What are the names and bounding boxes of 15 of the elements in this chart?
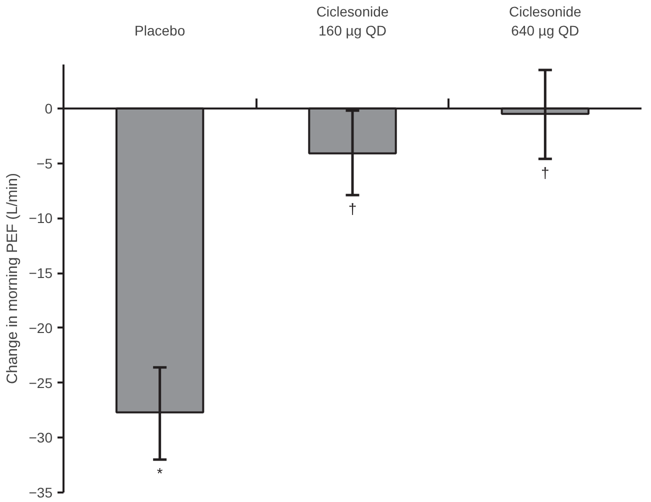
- annotation: †: [348, 201, 357, 218]
- x-tick-label: Placebo: [134, 22, 186, 38]
- y-tick-label: −20: [28, 320, 53, 336]
- y-tick-label: −15: [28, 265, 53, 282]
- y-tick-label: −10: [28, 210, 53, 226]
- y-axis-title: Change in morning PEF (L/min): [4, 173, 21, 384]
- annotation: †: [540, 164, 550, 182]
- y-tick-label: −30: [28, 430, 53, 446]
- y-tick-label: 0: [44, 100, 53, 116]
- y-tick-label: −25: [28, 374, 53, 391]
- y-tick-label: −35: [28, 484, 53, 500]
- annotation: *: [156, 466, 163, 483]
- x-tick-label: Ciclesonide 160 µg QD: [316, 3, 389, 38]
- x-tick-label: Ciclesonide 640 µg QD: [508, 3, 582, 38]
- y-tick-label: −5: [36, 155, 53, 172]
